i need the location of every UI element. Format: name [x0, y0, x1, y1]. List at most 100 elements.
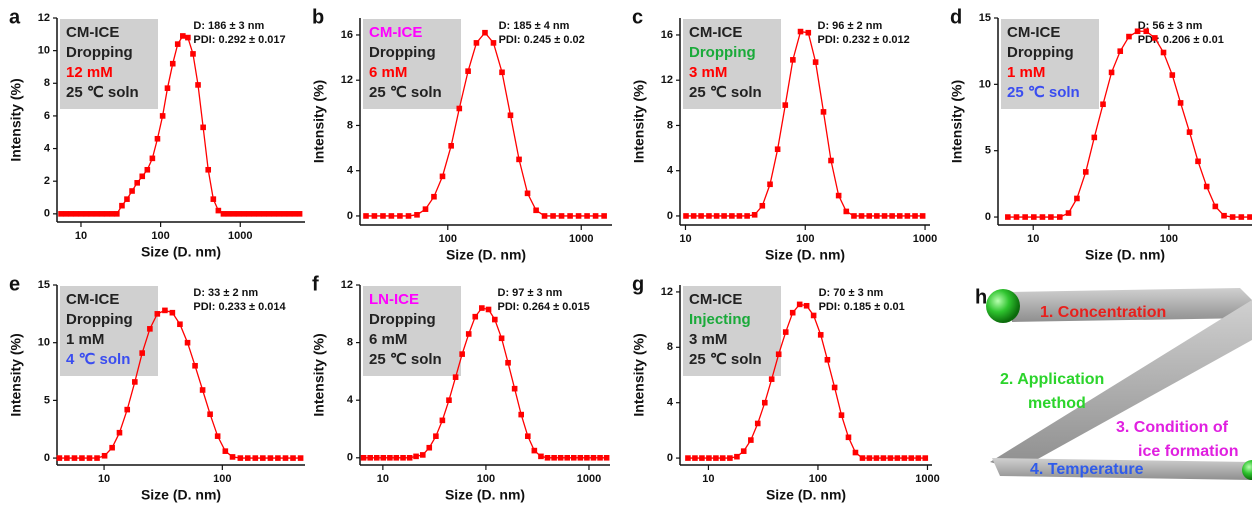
- y-tick-label: 0: [667, 210, 673, 222]
- data-point: [516, 156, 522, 163]
- data-point: [296, 211, 303, 217]
- data-point: [419, 452, 426, 458]
- data-point: [134, 180, 140, 186]
- data-point: [56, 455, 63, 461]
- panel-label: f: [312, 273, 319, 295]
- data-point: [774, 146, 781, 153]
- data-point: [64, 455, 70, 461]
- data-point: [439, 417, 446, 424]
- data-point: [592, 213, 599, 219]
- panel-label: h: [975, 286, 987, 308]
- data-point: [699, 455, 705, 461]
- data-point: [812, 59, 819, 65]
- x-tick-label: 10: [702, 473, 714, 485]
- data-point: [1117, 48, 1124, 54]
- data-point: [584, 455, 590, 461]
- z-bottom-bar: [992, 458, 1252, 480]
- panel: 0 4 8 12 10 100 1000 Size (D. nm) Intensity (%) f…: [311, 273, 610, 503]
- annotation-text: CM-ICE: [1007, 24, 1060, 41]
- data-point: [200, 124, 206, 131]
- data-point: [817, 332, 824, 338]
- x-tick-label: 100: [213, 473, 231, 485]
- data-point: [132, 379, 138, 385]
- y-tick-label: 12: [341, 279, 353, 291]
- data-point: [184, 339, 191, 346]
- annotation-text: Injecting: [689, 311, 751, 328]
- y-tick-label: 8: [44, 77, 50, 89]
- data-point: [367, 455, 373, 461]
- data-point: [1143, 28, 1150, 35]
- data-point: [843, 208, 850, 215]
- data-point: [256, 211, 262, 217]
- data-point: [1186, 129, 1193, 135]
- data-point: [73, 211, 80, 217]
- data-point: [114, 211, 120, 217]
- annotation-box: [60, 286, 158, 376]
- data-point: [169, 309, 176, 316]
- data-point: [889, 213, 895, 219]
- data-point: [88, 211, 95, 217]
- data-point: [154, 135, 161, 142]
- y-tick-label: 12: [661, 286, 673, 298]
- data-point: [58, 211, 64, 217]
- data-point: [803, 302, 810, 309]
- data-point: [1229, 214, 1236, 220]
- data-point: [894, 455, 901, 461]
- data-point: [400, 455, 406, 461]
- data-point: [246, 211, 252, 217]
- data-point: [880, 455, 887, 461]
- y-tick-label: 5: [985, 145, 991, 157]
- data-point: [558, 213, 565, 219]
- data-point: [524, 190, 531, 197]
- annotation-text: Dropping: [66, 44, 133, 61]
- data-point: [577, 455, 584, 461]
- data-point: [195, 82, 201, 88]
- data-point: [775, 351, 782, 358]
- annotation-text: CM-ICE: [689, 24, 742, 41]
- data-point: [276, 211, 283, 217]
- y-tick-label: 8: [667, 119, 673, 131]
- y-tick-label: 0: [347, 210, 353, 222]
- data-point: [901, 455, 908, 461]
- data-point: [904, 213, 911, 219]
- stats-text: PDI: 0.245 ± 0.02: [499, 34, 585, 46]
- data-point: [86, 455, 93, 461]
- diagram-label: 3. Condition of: [1116, 419, 1229, 436]
- y-axis-label: Intensity (%): [631, 333, 647, 416]
- data-point: [603, 455, 610, 461]
- z-diagonal: [990, 300, 1252, 470]
- data-point: [185, 34, 191, 41]
- data-point: [252, 455, 259, 461]
- data-point: [683, 213, 689, 219]
- panel-label: e: [9, 273, 20, 295]
- stats-text: PDI: 0.292 ± 0.017: [193, 34, 285, 46]
- y-tick-label: 4: [347, 394, 354, 406]
- data-point: [1108, 69, 1115, 76]
- y-tick-label: 4: [667, 397, 674, 409]
- data-point: [1160, 49, 1167, 56]
- data-point: [744, 213, 750, 219]
- data-point: [1065, 210, 1072, 216]
- y-tick-label: 4: [44, 142, 51, 154]
- panel-label: b: [312, 6, 324, 28]
- data-point: [459, 351, 465, 357]
- data-point: [162, 307, 168, 314]
- data-point: [851, 213, 857, 219]
- annotation-text: 6 mM: [369, 331, 407, 348]
- annotation-text: Dropping: [369, 44, 436, 61]
- annotation-text: 4 ℃ soln: [66, 351, 130, 368]
- annotation-text: Dropping: [1007, 44, 1074, 61]
- y-tick-label: 0: [44, 208, 50, 220]
- data-point: [149, 155, 156, 162]
- data-point: [544, 455, 551, 461]
- data-point: [199, 387, 206, 393]
- annotation-box: [363, 19, 461, 109]
- annotation-text: Dropping: [369, 311, 436, 328]
- panel: 0 5 10 15 10 100 Size (D. nm) Intensity (%) d CM-…: [949, 6, 1252, 263]
- data-point: [414, 212, 420, 218]
- data-point: [281, 211, 288, 217]
- annotation-text: Dropping: [66, 311, 133, 328]
- data-point: [380, 213, 386, 219]
- data-point: [433, 433, 439, 439]
- annotation-text: Dropping: [689, 44, 756, 61]
